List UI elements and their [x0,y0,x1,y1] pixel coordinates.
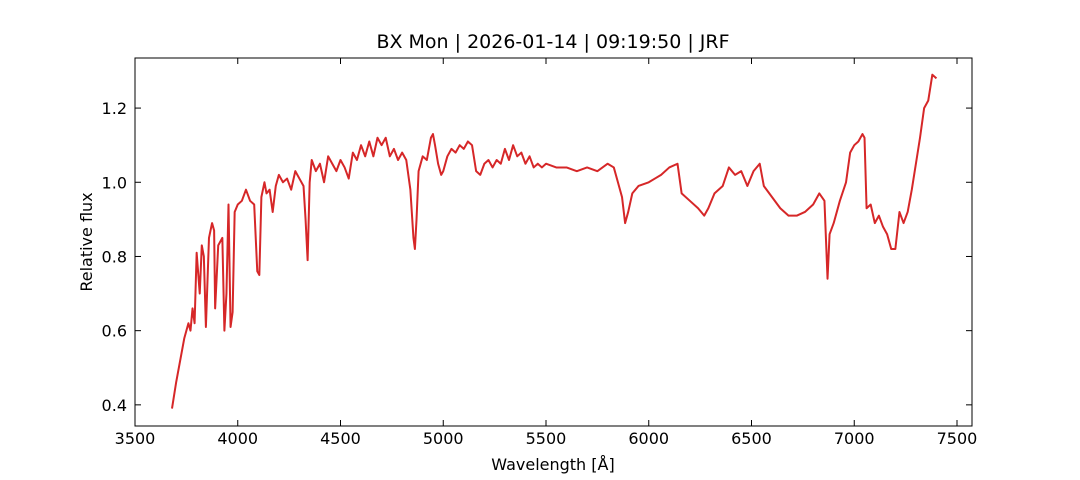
x-tick-label: 4500 [320,429,361,448]
y-tick-label: 1.2 [102,99,127,118]
x-tick-label: 6500 [731,429,772,448]
y-axis-label: Relative flux [77,192,96,291]
x-tick-label: 5000 [423,429,464,448]
spectrum-line [171,73,938,409]
y-tick-label: 1.0 [102,173,127,192]
y-tick-label: 0.8 [102,247,127,266]
y-tick-label: 0.4 [102,396,127,415]
chart-title: BX Mon | 2026-01-14 | 09:19:50 | JRF [376,31,729,53]
x-tick-label: 6000 [628,429,669,448]
x-tick-label: 7500 [937,429,978,448]
plot-frame [134,57,973,427]
x-tick-label: 3500 [115,429,156,448]
x-axis-label: Wavelength [Å] [491,455,614,474]
x-tick-label: 4000 [217,429,258,448]
x-tick-label: 5500 [526,429,567,448]
y-tick-label: 0.6 [102,322,127,341]
x-tick-label: 7000 [834,429,875,448]
